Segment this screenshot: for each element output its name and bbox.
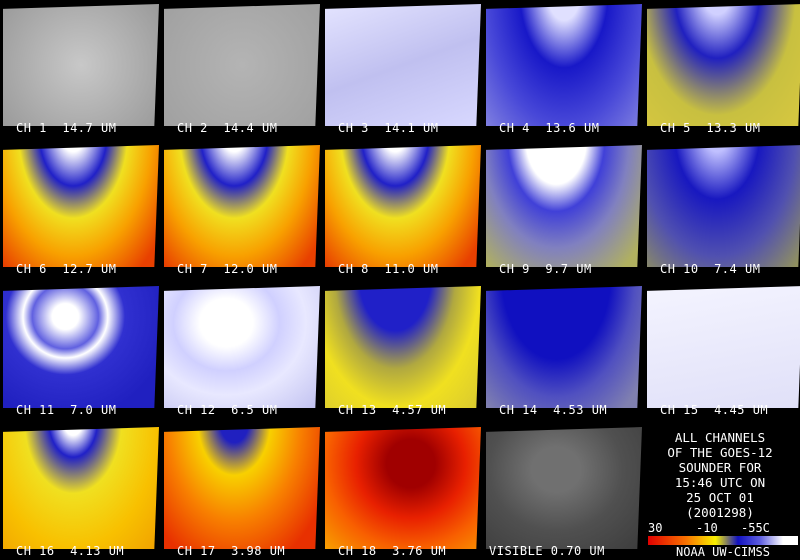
colorbar-label: -10: [696, 521, 718, 535]
satellite-image: [647, 286, 800, 408]
colorbar-label: 30: [648, 521, 663, 535]
panel-label: CH 18 3.76 UM: [338, 544, 447, 558]
colorbar-label: -55C: [741, 521, 770, 535]
credit: NOAA UW-CIMSS: [648, 545, 798, 559]
satellite-image: [3, 286, 159, 408]
panel-label: CH 15 4.45 UM: [660, 403, 769, 417]
panel: CH 2 14.4 UM: [161, 0, 321, 140]
panel-label: CH 12 6.5 UM: [177, 403, 278, 417]
satellite-image: [3, 145, 159, 267]
panel-label: CH 10 7.4 UM: [660, 262, 761, 276]
panel-label: CH 17 3.98 UM: [177, 544, 286, 558]
panel-label: CH 14 4.53 UM: [499, 403, 608, 417]
panel: CH 10 7.4 UM: [644, 141, 800, 281]
info-line: SOUNDER FOR: [678, 460, 762, 475]
panel: VISIBLE 0.70 UM: [483, 423, 643, 560]
panel-label: CH 3 14.1 UM: [338, 121, 439, 135]
satellite-image: [486, 4, 642, 126]
panel-label: CH 5 13.3 UM: [660, 121, 761, 135]
satellite-image: [3, 427, 159, 549]
satellite-image: [164, 145, 320, 267]
colorbar-labels: 30 -10 -55C: [648, 521, 798, 535]
panel: CH 9 9.7 UM: [483, 141, 643, 281]
panel-label: CH 9 9.7 UM: [499, 262, 592, 276]
satellite-image: [486, 427, 642, 549]
satellite-image: [164, 4, 320, 126]
panel: CH 1 14.7 UM: [0, 0, 160, 140]
panel-label: CH 6 12.7 UM: [16, 262, 117, 276]
panel: CH 18 3.76 UM: [322, 423, 482, 560]
panel: CH 17 3.98 UM: [161, 423, 321, 560]
info-line: OF THE GOES-12: [667, 445, 773, 460]
satellite-image: [486, 145, 642, 267]
satellite-image: [3, 4, 159, 126]
panel-label: CH 16 4.13 UM: [16, 544, 125, 558]
panel: CH 4 13.6 UM: [483, 0, 643, 140]
info-block: ALL CHANNELS OF THE GOES-12 SOUNDER FOR 15:…: [640, 430, 800, 520]
info-line: 25 OCT 01: [686, 490, 754, 505]
panel-label: CH 13 4.57 UM: [338, 403, 447, 417]
satellite-image: [164, 427, 320, 549]
panel: CH 13 4.57 UM: [322, 282, 482, 422]
satellite-image: [647, 145, 800, 267]
panel-label: CH 2 14.4 UM: [177, 121, 278, 135]
satellite-image: [325, 286, 481, 408]
panel: CH 8 11.0 UM: [322, 141, 482, 281]
info-line: 15:46 UTC ON: [674, 475, 766, 490]
panel: CH 6 12.7 UM: [0, 141, 160, 281]
panel-label: CH 1 14.7 UM: [16, 121, 117, 135]
panel: CH 7 12.0 UM: [161, 141, 321, 281]
panel: CH 12 6.5 UM: [161, 282, 321, 422]
panel-label: CH 7 12.0 UM: [177, 262, 278, 276]
satellite-image: [164, 286, 320, 408]
panel: CH 16 4.13 UM: [0, 423, 160, 560]
satellite-image: [486, 286, 642, 408]
panel: CH 3 14.1 UM: [322, 0, 482, 140]
panel: CH 11 7.0 UM: [0, 282, 160, 422]
satellite-image: [325, 145, 481, 267]
panel: CH 5 13.3 UM: [644, 0, 800, 140]
panel: CH 14 4.53 UM: [483, 282, 643, 422]
panel-label: CH 11 7.0 UM: [16, 403, 117, 417]
info-line: ALL CHANNELS: [674, 430, 766, 445]
panel-label: CH 4 13.6 UM: [499, 121, 600, 135]
panel-label: VISIBLE 0.70 UM: [489, 544, 605, 558]
satellite-image: [325, 427, 481, 549]
panel: CH 15 4.45 UM: [644, 282, 800, 422]
panel-label: CH 8 11.0 UM: [338, 262, 439, 276]
info-line: (2001298): [686, 505, 754, 520]
satellite-image: [325, 4, 481, 126]
satellite-image: [647, 4, 800, 126]
